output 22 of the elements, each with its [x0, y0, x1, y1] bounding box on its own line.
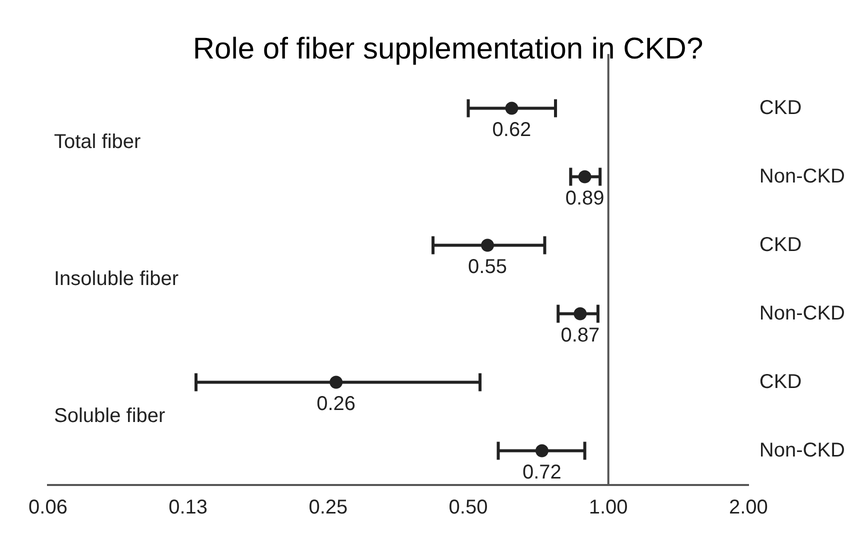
- x-tick-label: 0.50: [448, 496, 488, 519]
- y-tick-label: CKD: [759, 370, 802, 393]
- annotation: Soluble fiber: [54, 405, 166, 428]
- data-label: 0.87: [560, 324, 600, 346]
- y-tick-label: Non-CKD: [759, 439, 845, 462]
- y-tick-label: CKD: [759, 234, 802, 256]
- annotation: Total fiber: [54, 131, 142, 154]
- x-tick-label: 0.13: [168, 496, 208, 519]
- annotation: Insoluble fiber: [54, 268, 179, 290]
- data-label: 0.26: [316, 392, 356, 415]
- data-label: 0.89: [565, 187, 604, 210]
- data-label: 0.62: [492, 118, 532, 141]
- x-tick-label: 2.00: [728, 496, 768, 519]
- data-label: 0.72: [522, 461, 562, 484]
- x-tick-label: 0.25: [308, 496, 348, 519]
- chart-title: Role of fiber supplementation in CKD?: [192, 32, 704, 66]
- y-tick-label: Non-CKD: [759, 165, 845, 188]
- y-tick-label: Non-CKD: [759, 302, 845, 324]
- x-tick-label: 1.00: [588, 496, 628, 519]
- y-tick-label: CKD: [759, 96, 802, 119]
- data-label: 0.55: [468, 256, 507, 278]
- x-tick-label: 0.06: [28, 496, 68, 519]
